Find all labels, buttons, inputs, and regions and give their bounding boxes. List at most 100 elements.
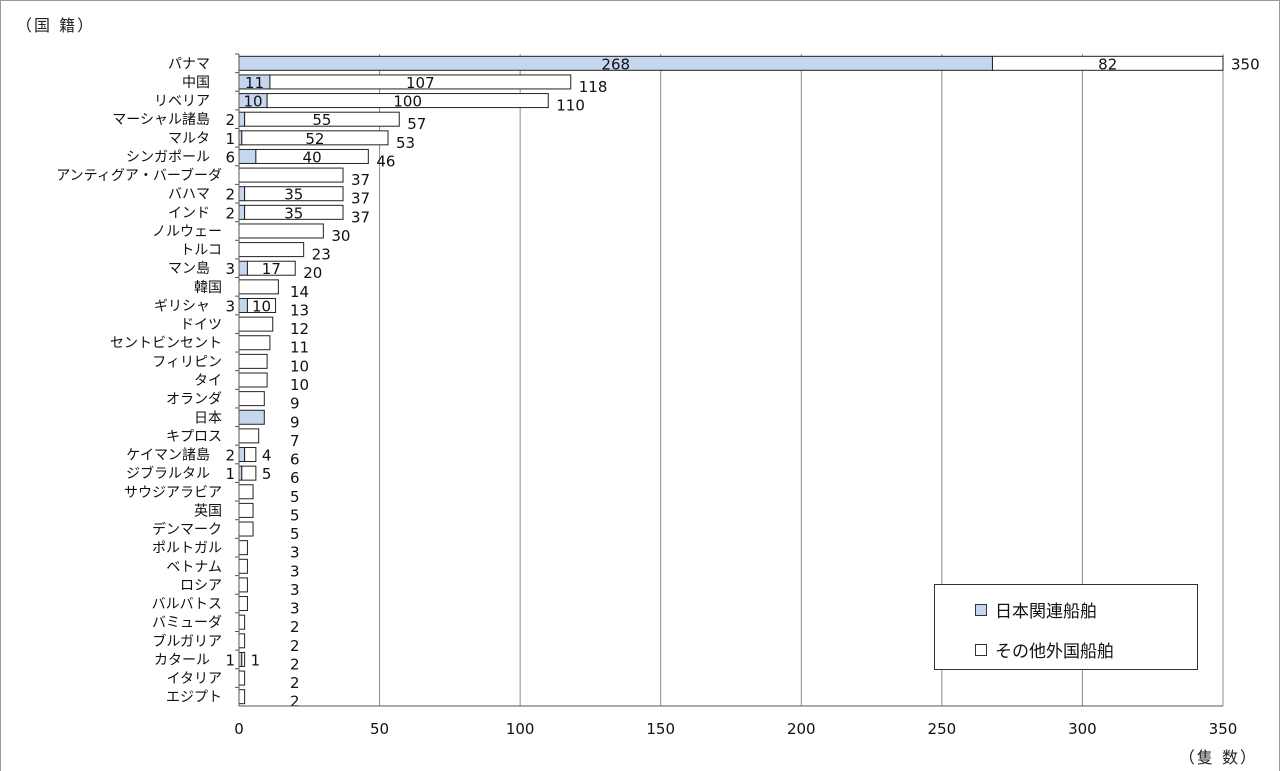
- bar-other-foreign: [238, 670, 246, 686]
- data-label-total: 12: [290, 320, 309, 338]
- bar-japan-related: [238, 111, 246, 127]
- category-label: フィリピン: [152, 354, 222, 370]
- data-label-other: 82: [1098, 55, 1117, 73]
- data-label-japan: 3: [225, 297, 235, 315]
- category-label: リベリア: [154, 94, 210, 110]
- data-label-total: 13: [290, 301, 309, 319]
- data-label-total: 5: [290, 506, 300, 524]
- bar-japan-related: [238, 297, 248, 313]
- x-tick-label: 200: [787, 720, 816, 738]
- category-label: ポルトガル: [152, 541, 222, 557]
- bar-other-foreign: [238, 614, 246, 630]
- bar-other-foreign: [269, 74, 572, 90]
- category-label: オランダ: [166, 392, 222, 408]
- bar-japan-related: [238, 204, 246, 220]
- category-label: シンガポール: [126, 149, 210, 165]
- bars: [238, 55, 1224, 705]
- data-label-japan: 2: [225, 204, 235, 222]
- bar-other-foreign: [246, 297, 277, 313]
- data-label-total: 11: [290, 339, 309, 357]
- bar-japan-related: [238, 447, 246, 463]
- bar-japan-related: [238, 260, 248, 276]
- category-label: ロシア: [180, 578, 222, 594]
- category-label: マルタ: [168, 131, 210, 147]
- category-label: インド: [168, 205, 210, 221]
- x-axis-unit: （隻 数）: [1178, 748, 1258, 767]
- data-label-total: 7: [290, 432, 300, 450]
- data-label-other: 1: [251, 651, 261, 669]
- data-label-other: 100: [393, 93, 422, 111]
- bar-other-foreign: [255, 148, 369, 164]
- category-label: イタリア: [167, 671, 222, 687]
- data-label-other: 5: [262, 465, 272, 483]
- category-label: ノルウェー: [152, 224, 222, 240]
- category-label: ジブラルタル: [126, 465, 210, 482]
- bar-other-foreign: [238, 596, 248, 612]
- x-tick-label: 50: [370, 720, 389, 738]
- data-label-total: 30: [331, 227, 350, 245]
- bar-other-foreign: [244, 204, 344, 220]
- bar-japan-related: [238, 409, 265, 425]
- bar-other-foreign: [238, 689, 246, 705]
- data-label-japan: 268: [601, 55, 630, 73]
- data-label-other: 4: [262, 447, 272, 465]
- data-label-total: 2: [290, 637, 300, 655]
- category-label: バルバトス: [152, 597, 222, 613]
- bar-other-foreign: [238, 279, 279, 295]
- category-label: セントビンセント: [110, 336, 222, 352]
- data-label-total: 5: [290, 488, 300, 506]
- data-label-japan: 1: [225, 130, 235, 148]
- data-label-total: 10: [290, 376, 309, 394]
- category-label: カタール: [154, 652, 210, 668]
- x-tick-label: 300: [1068, 720, 1097, 738]
- data-label-total: 118: [579, 78, 608, 96]
- data-label-total: 5: [290, 525, 300, 543]
- data-label-total: 3: [290, 600, 300, 618]
- category-label: アンティグア・バーブーダ: [56, 167, 222, 184]
- bar-other-foreign: [266, 93, 549, 109]
- bar-other-foreign: [238, 316, 274, 332]
- bar-other-foreign: [238, 484, 254, 500]
- data-label-total: 2: [290, 618, 300, 636]
- bar-other-foreign: [241, 130, 389, 146]
- legend-item-other: その他外国船舶: [975, 637, 1114, 662]
- data-label-total: 9: [290, 395, 300, 413]
- data-label-other: 55: [312, 111, 331, 129]
- data-label-other: 35: [284, 204, 303, 222]
- data-label-total: 20: [303, 264, 322, 282]
- axes: 0 50 100 150 200 250 300 350: [234, 53, 1238, 738]
- bar-other-foreign: [238, 335, 271, 351]
- x-tick-label: 350: [1209, 720, 1238, 738]
- data-label-other: 107: [406, 74, 435, 92]
- data-label-total: 3: [290, 544, 300, 562]
- bar-other-foreign: [238, 428, 260, 444]
- x-tick-label: 100: [506, 720, 535, 738]
- category-label: 韓国: [194, 280, 222, 296]
- data-label-total: 14: [290, 283, 309, 301]
- category-label: マーシャル諸島: [112, 112, 210, 128]
- bar-other-foreign: [244, 186, 344, 202]
- bar-other-foreign: [238, 167, 344, 183]
- category-label: マン島: [168, 261, 210, 277]
- data-label-japan: 10: [244, 93, 263, 111]
- x-tick-label: 250: [928, 720, 957, 738]
- bar-other-foreign: [238, 633, 246, 649]
- bar-other-foreign: [244, 447, 257, 463]
- category-label: ケイマン諸島: [126, 448, 210, 464]
- data-label-total: 10: [290, 357, 309, 375]
- data-label-total: 2: [290, 655, 300, 673]
- data-label-japan: 11: [245, 74, 264, 92]
- data-label-other: 40: [303, 148, 322, 166]
- bar-other-foreign: [238, 353, 268, 369]
- data-label-total: 37: [351, 190, 370, 208]
- category-label: 英国: [194, 502, 222, 519]
- data-label-japan: 2: [225, 447, 235, 465]
- legend-item-japan: 日本関連船舶: [975, 597, 1097, 622]
- bar-other-foreign: [991, 55, 1224, 71]
- bar-japan-related: [238, 186, 246, 202]
- bar-other-foreign: [238, 521, 254, 537]
- bar-other-foreign: [238, 540, 248, 556]
- bar-other-foreign: [246, 260, 296, 276]
